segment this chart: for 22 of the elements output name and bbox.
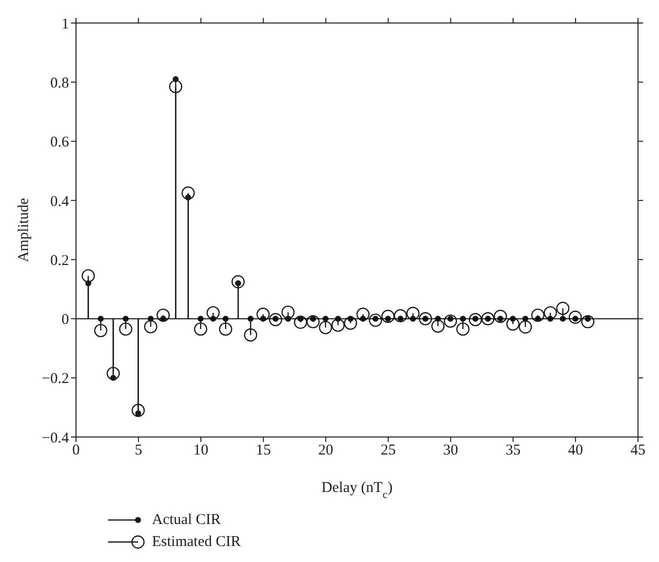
x-tick-label: 20: [318, 442, 334, 459]
x-tick-label: 45: [630, 442, 646, 459]
y-tick-label: 0.2: [50, 252, 69, 269]
x-tick-label: 35: [506, 442, 521, 459]
y-tick-label: 1: [62, 16, 69, 32]
x-tick-label: 25: [380, 442, 396, 459]
y-tick-label: −0.2: [42, 371, 69, 388]
y-axis-title: Amplitude: [16, 198, 32, 262]
y-tick-label: 0: [62, 312, 69, 328]
y-tick-label: 0.4: [50, 194, 70, 210]
y-tick-label: −0.4: [42, 430, 70, 446]
x-tick-label: 10: [193, 442, 208, 459]
x-tick-label: 40: [568, 442, 584, 459]
x-tick-label: 30: [443, 442, 458, 459]
y-tick-label: 0.8: [50, 75, 69, 92]
y-tick-label: 0.6: [50, 134, 70, 151]
x-tick-label: 5: [134, 442, 142, 459]
legend-label: Estimated CIR: [152, 534, 241, 550]
legend-label: Actual CIR: [152, 512, 221, 528]
x-tick-label: 15: [256, 442, 271, 459]
x-axis-title: Delay (nT$_{c}$): [321, 480, 393, 501]
x-tick-label: 0: [72, 442, 80, 459]
